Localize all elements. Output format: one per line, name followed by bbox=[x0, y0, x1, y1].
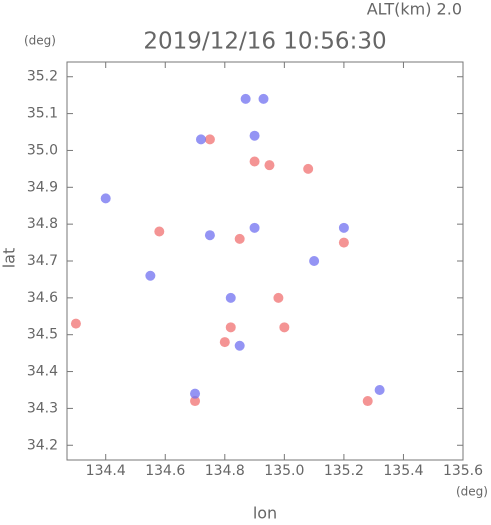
x-tick-label: 135.6 bbox=[443, 463, 483, 479]
echo-point bbox=[190, 388, 201, 399]
y-tick-label: 34.8 bbox=[27, 216, 58, 232]
y-tick-label: 34.2 bbox=[27, 437, 58, 453]
x-tick-label: 134.8 bbox=[205, 463, 245, 479]
echo-point bbox=[225, 292, 236, 303]
echo-point bbox=[338, 222, 349, 233]
y-tick-label: 35.2 bbox=[27, 69, 58, 85]
x-tick-label: 134.6 bbox=[145, 463, 185, 479]
y-tick-label: 35.1 bbox=[27, 106, 58, 122]
echo-point bbox=[273, 292, 284, 303]
y-tick-label: 34.7 bbox=[27, 253, 58, 269]
header: ALT(km) 2.0 bbox=[367, 0, 462, 19]
plot-frame bbox=[66, 61, 464, 461]
echo-point bbox=[204, 134, 215, 145]
echo-point bbox=[219, 337, 230, 348]
y-tick-label: 34.4 bbox=[27, 364, 58, 380]
y-unit: (deg) bbox=[24, 34, 56, 48]
echo-point bbox=[249, 156, 260, 167]
x-unit: (deg) bbox=[456, 485, 488, 499]
y-tick-label: 34.9 bbox=[27, 179, 58, 195]
echo-point bbox=[234, 340, 245, 351]
echo-point bbox=[249, 130, 260, 141]
echo-point bbox=[249, 222, 260, 233]
x-tick-label: 135.2 bbox=[324, 463, 364, 479]
echo-point bbox=[279, 322, 290, 333]
echo-point bbox=[374, 384, 385, 395]
y-axis-label: lat bbox=[0, 248, 19, 269]
echo-point bbox=[190, 396, 201, 407]
echo-point bbox=[154, 226, 165, 237]
echo-point bbox=[362, 396, 373, 407]
echo-point bbox=[204, 230, 215, 241]
echo-point bbox=[225, 322, 236, 333]
y-tick-label: 34.3 bbox=[27, 400, 58, 416]
echo-point bbox=[100, 193, 111, 204]
x-tick-label: 135.0 bbox=[264, 463, 304, 479]
chart-title: 2019/12/16 10:56:30 bbox=[143, 29, 386, 55]
x-tick-label: 135.4 bbox=[383, 463, 423, 479]
x-axis-label: lon bbox=[253, 504, 277, 522]
echo-point bbox=[234, 233, 245, 244]
y-tick-label: 34.6 bbox=[27, 290, 58, 306]
x-tick-label: 134.4 bbox=[86, 463, 126, 479]
echo-point bbox=[258, 93, 269, 104]
echo-point bbox=[309, 256, 320, 266]
echo-point bbox=[240, 93, 251, 104]
y-tick-label: 34.5 bbox=[27, 327, 58, 343]
echo-point bbox=[70, 318, 81, 329]
echo-point bbox=[303, 163, 314, 174]
echo-point bbox=[145, 270, 156, 281]
echo-point bbox=[195, 134, 206, 145]
echo-point bbox=[264, 160, 275, 171]
y-tick-label: 35.0 bbox=[27, 142, 58, 158]
echo-point bbox=[338, 237, 349, 248]
